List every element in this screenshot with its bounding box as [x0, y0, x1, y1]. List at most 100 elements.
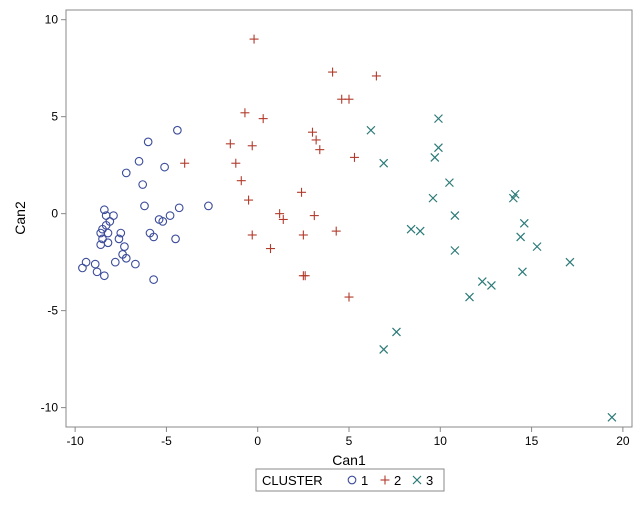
data-point-cluster-1: [174, 203, 184, 213]
plot-frame: [65, 9, 633, 428]
data-point-cluster-3: [518, 267, 527, 277]
legend-label-3: 3: [426, 473, 433, 488]
data-point-cluster-3: [465, 292, 474, 302]
x-tick-label: 0: [254, 434, 261, 448]
data-point-cluster-1: [158, 217, 168, 226]
legend-frame: [255, 468, 445, 492]
data-point-cluster-1: [109, 211, 118, 220]
data-point-cluster-2: [311, 135, 321, 145]
data-point-cluster-2: [297, 187, 307, 197]
data-point-cluster-2: [344, 292, 354, 302]
data-point-cluster-2: [315, 145, 325, 155]
data-point-cluster-3: [510, 189, 520, 199]
data-point-cluster-1: [103, 228, 113, 238]
data-point-cluster-2: [225, 139, 235, 149]
data-point-cluster-3: [415, 226, 425, 236]
data-point-cluster-2: [240, 108, 250, 118]
data-point-cluster-2: [309, 211, 319, 221]
data-point-cluster-3: [450, 246, 460, 255]
data-point-cluster-2: [331, 226, 341, 236]
data-point-cluster-1: [138, 180, 148, 189]
data-point-cluster-3: [477, 277, 487, 286]
legend-marker-3: [412, 475, 422, 485]
data-point-cluster-2: [180, 158, 190, 168]
data-point-cluster-1: [114, 234, 124, 244]
data-point-cluster-3: [406, 224, 416, 234]
data-point-cluster-3: [366, 125, 376, 135]
legend-marker-2: [380, 475, 390, 485]
x-tick-label: 5: [346, 434, 353, 448]
legend: CLUSTER 1 2 3: [255, 468, 445, 492]
data-point-cluster-2: [307, 127, 317, 137]
x-axis-label: Can1: [332, 452, 366, 468]
data-point-cluster-1: [171, 234, 180, 244]
data-point-cluster-1: [173, 125, 182, 135]
data-point-cluster-3: [519, 218, 529, 228]
data-point-cluster-2: [258, 114, 268, 124]
y-axis-label: Can2: [12, 201, 28, 235]
data-point-cluster-1: [121, 168, 131, 178]
data-point-cluster-1: [99, 205, 109, 215]
data-point-cluster-1: [81, 257, 91, 267]
data-point-cluster-1: [204, 201, 213, 211]
data-points: [78, 34, 617, 422]
x-tick-label: -10: [66, 434, 84, 448]
data-point-cluster-3: [450, 211, 460, 221]
x-axis: -10 -5 0 5 10 15 20: [66, 427, 630, 448]
data-point-cluster-3: [565, 257, 575, 267]
data-point-cluster-1: [134, 156, 144, 166]
data-point-cluster-1: [120, 242, 129, 251]
data-point-cluster-2: [244, 195, 254, 205]
legend-entries: 1 2 3: [347, 473, 433, 488]
data-point-cluster-2: [249, 34, 259, 44]
y-tick-label: -10: [41, 401, 59, 415]
legend-label-2: 2: [394, 473, 401, 488]
data-point-cluster-3: [430, 152, 440, 162]
data-point-cluster-2: [265, 244, 275, 254]
data-point-cluster-1: [99, 271, 109, 281]
data-point-cluster-3: [434, 114, 443, 124]
data-point-cluster-1: [160, 162, 169, 172]
data-point-cluster-1: [140, 201, 149, 211]
data-point-cluster-3: [486, 280, 496, 290]
data-point-cluster-2: [298, 271, 308, 281]
data-point-cluster-2: [298, 230, 308, 240]
data-point-cluster-3: [434, 143, 443, 153]
data-point-cluster-3: [379, 344, 389, 354]
x-tick-label: 15: [525, 434, 539, 448]
data-point-cluster-1: [143, 137, 153, 147]
data-point-cluster-1: [90, 259, 100, 269]
y-tick-label: 5: [51, 110, 58, 124]
x-tick-label: -5: [161, 434, 172, 448]
data-point-cluster-1: [92, 267, 102, 277]
data-point-cluster-1: [121, 253, 131, 263]
data-point-cluster-3: [516, 232, 526, 242]
y-tick-label: -5: [47, 304, 58, 318]
data-point-cluster-1: [149, 275, 158, 284]
data-point-cluster-3: [379, 158, 389, 168]
x-tick-label: 20: [616, 434, 630, 448]
data-point-cluster-2: [247, 141, 257, 151]
data-point-cluster-2: [275, 209, 285, 219]
data-point-cluster-1: [165, 211, 175, 220]
data-point-cluster-3: [532, 242, 542, 252]
data-point-cluster-2: [278, 214, 288, 224]
y-axis: -10 -5 0 5 10: [41, 13, 66, 415]
data-point-cluster-1: [110, 257, 120, 267]
x-tick-label: 10: [434, 434, 448, 448]
legend-label-1: 1: [361, 473, 368, 488]
data-point-cluster-2: [349, 152, 359, 162]
legend-title: CLUSTER: [262, 473, 323, 488]
data-point-cluster-2: [247, 230, 257, 240]
data-point-cluster-3: [392, 327, 401, 337]
data-point-cluster-1: [103, 238, 113, 248]
data-point-cluster-2: [344, 94, 354, 104]
data-point-cluster-3: [607, 412, 617, 422]
data-point-cluster-3: [444, 178, 454, 188]
data-point-cluster-2: [231, 158, 241, 168]
data-point-cluster-1: [149, 232, 158, 242]
data-point-cluster-2: [328, 67, 338, 77]
y-tick-label: 10: [45, 13, 59, 27]
